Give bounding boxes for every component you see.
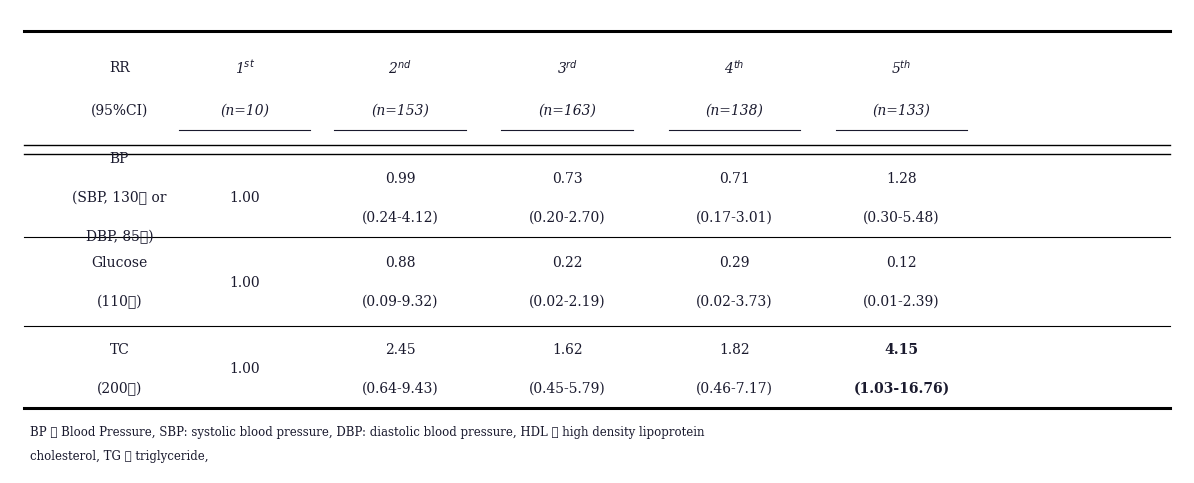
- Text: 3$^{rd}$: 3$^{rd}$: [556, 58, 578, 77]
- Text: 0.73: 0.73: [552, 172, 583, 185]
- Text: 1.82: 1.82: [719, 343, 750, 357]
- Text: (0.20-2.70): (0.20-2.70): [529, 211, 605, 224]
- Text: (n=138): (n=138): [706, 104, 763, 118]
- Text: 1.62: 1.62: [552, 343, 583, 357]
- Text: (110≧): (110≧): [97, 295, 142, 309]
- Text: 0.99: 0.99: [384, 172, 416, 185]
- Text: 0.71: 0.71: [719, 172, 750, 185]
- Text: 4$^{th}$: 4$^{th}$: [724, 58, 745, 77]
- Text: RR: RR: [109, 61, 130, 74]
- Text: TC: TC: [110, 343, 129, 357]
- Text: 1$^{st}$: 1$^{st}$: [235, 59, 254, 76]
- Text: (n=10): (n=10): [220, 104, 270, 118]
- Text: (0.45-5.79): (0.45-5.79): [529, 382, 605, 396]
- Text: (0.17-3.01): (0.17-3.01): [696, 211, 773, 224]
- Text: Glucose: Glucose: [91, 256, 148, 270]
- Text: (n=163): (n=163): [538, 104, 596, 118]
- Text: 0.22: 0.22: [552, 256, 583, 270]
- Text: (0.24-4.12): (0.24-4.12): [362, 211, 438, 224]
- Text: BP ： Blood Pressure, SBP: systolic blood pressure, DBP: diastolic blood pressure: BP ： Blood Pressure, SBP: systolic blood…: [30, 426, 704, 439]
- Text: DBP, 85≧): DBP, 85≧): [86, 229, 153, 244]
- Text: 1.00: 1.00: [229, 191, 260, 205]
- Text: 1.00: 1.00: [229, 276, 260, 289]
- Text: (200≧): (200≧): [97, 382, 142, 396]
- Text: (95%CI): (95%CI): [91, 104, 148, 118]
- Text: (n=153): (n=153): [371, 104, 429, 118]
- Text: 0.12: 0.12: [886, 256, 917, 270]
- Text: 1.00: 1.00: [229, 363, 260, 376]
- Text: 5$^{th}$: 5$^{th}$: [892, 58, 911, 77]
- Text: 2.45: 2.45: [384, 343, 416, 357]
- Text: (0.02-3.73): (0.02-3.73): [696, 295, 773, 309]
- Text: 2$^{nd}$: 2$^{nd}$: [388, 58, 412, 77]
- Text: (0.02-2.19): (0.02-2.19): [529, 295, 605, 309]
- Text: (SBP, 130≧ or: (SBP, 130≧ or: [72, 191, 167, 205]
- Text: 0.88: 0.88: [384, 256, 416, 270]
- Text: BP: BP: [110, 153, 129, 166]
- Text: (0.30-5.48): (0.30-5.48): [863, 211, 940, 224]
- Text: (n=133): (n=133): [873, 104, 930, 118]
- Text: 1.28: 1.28: [886, 172, 917, 185]
- Text: (0.01-2.39): (0.01-2.39): [863, 295, 940, 309]
- Text: cholesterol, TG ： triglyceride,: cholesterol, TG ： triglyceride,: [30, 450, 208, 463]
- Text: (0.64-9.43): (0.64-9.43): [362, 382, 438, 396]
- Text: (1.03-16.76): (1.03-16.76): [854, 382, 949, 396]
- Text: (0.46-7.17): (0.46-7.17): [696, 382, 773, 396]
- Text: 0.29: 0.29: [719, 256, 750, 270]
- Text: 4.15: 4.15: [885, 343, 918, 357]
- Text: (0.09-9.32): (0.09-9.32): [362, 295, 438, 309]
